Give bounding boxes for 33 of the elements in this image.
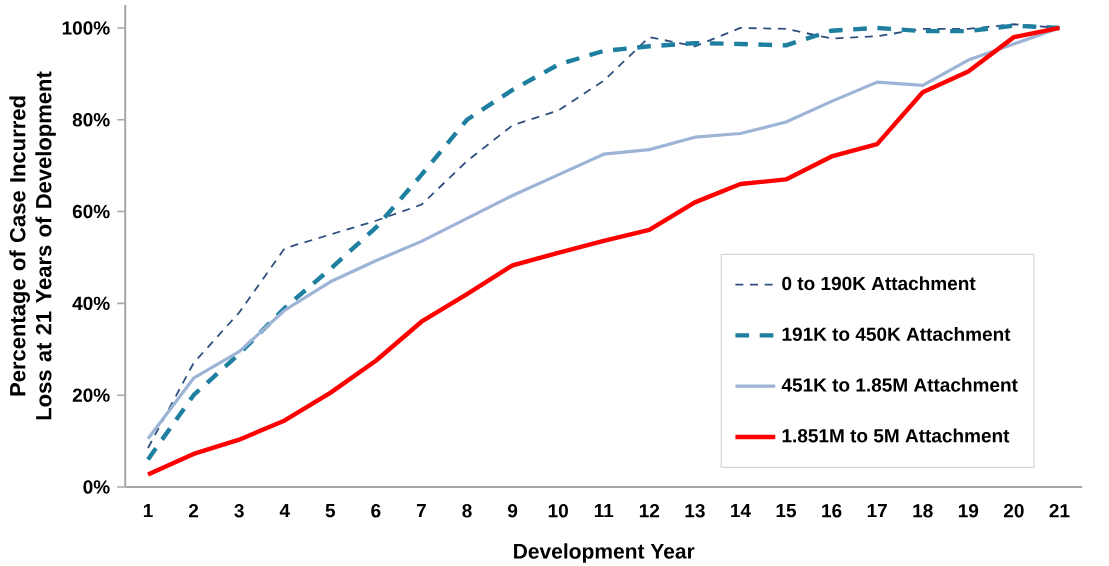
x-tick-label: 9: [507, 504, 518, 518]
x-tick-label: 20: [1003, 504, 1024, 518]
legend-label: 0 to 190K Attachment: [782, 276, 976, 291]
x-tick-label: 13: [685, 504, 705, 518]
x-tick-label: 10: [548, 504, 568, 518]
x-tick-label: 12: [639, 504, 660, 518]
legend-label: 1.851M to 5M Attachment: [782, 428, 1010, 443]
x-tick-label: 11: [594, 504, 614, 518]
x-tick-label: 8: [462, 504, 472, 518]
y-axis-title: Percentage of Case Incurred Loss at 21 Years of Development: [9, 71, 56, 420]
y-tick-label: 0%: [83, 480, 110, 494]
y-tick-label: 100%: [62, 21, 110, 35]
x-tick-label: 18: [913, 504, 933, 518]
y-tick-label: 60%: [72, 204, 110, 219]
x-tick-label: 14: [731, 504, 751, 518]
y-tick-label: 20%: [72, 388, 110, 402]
x-tick-label: 3: [234, 504, 244, 518]
x-tick-label: 7: [416, 504, 426, 518]
x-tick-label: 21: [1049, 504, 1070, 518]
x-tick-label: 17: [867, 504, 887, 518]
x-tick-label: 15: [776, 504, 797, 518]
x-tick-label: 2: [188, 504, 199, 518]
x-axis-title: Development Year: [514, 543, 695, 563]
legend-label: 451K to 1.85M Attachment: [781, 377, 1018, 392]
legend-label: 191K to 450K Attachment: [782, 327, 1011, 341]
x-tick-label: 16: [822, 504, 842, 518]
x-tick-label: 1: [143, 504, 153, 518]
y-tick-label: 80%: [72, 113, 110, 127]
x-tick-label: 4: [279, 504, 290, 518]
x-tick-label: 19: [958, 504, 979, 518]
x-tick-label: 6: [371, 504, 381, 518]
x-tick-label: 5: [325, 504, 336, 518]
y-tick-label: 40%: [72, 296, 110, 311]
